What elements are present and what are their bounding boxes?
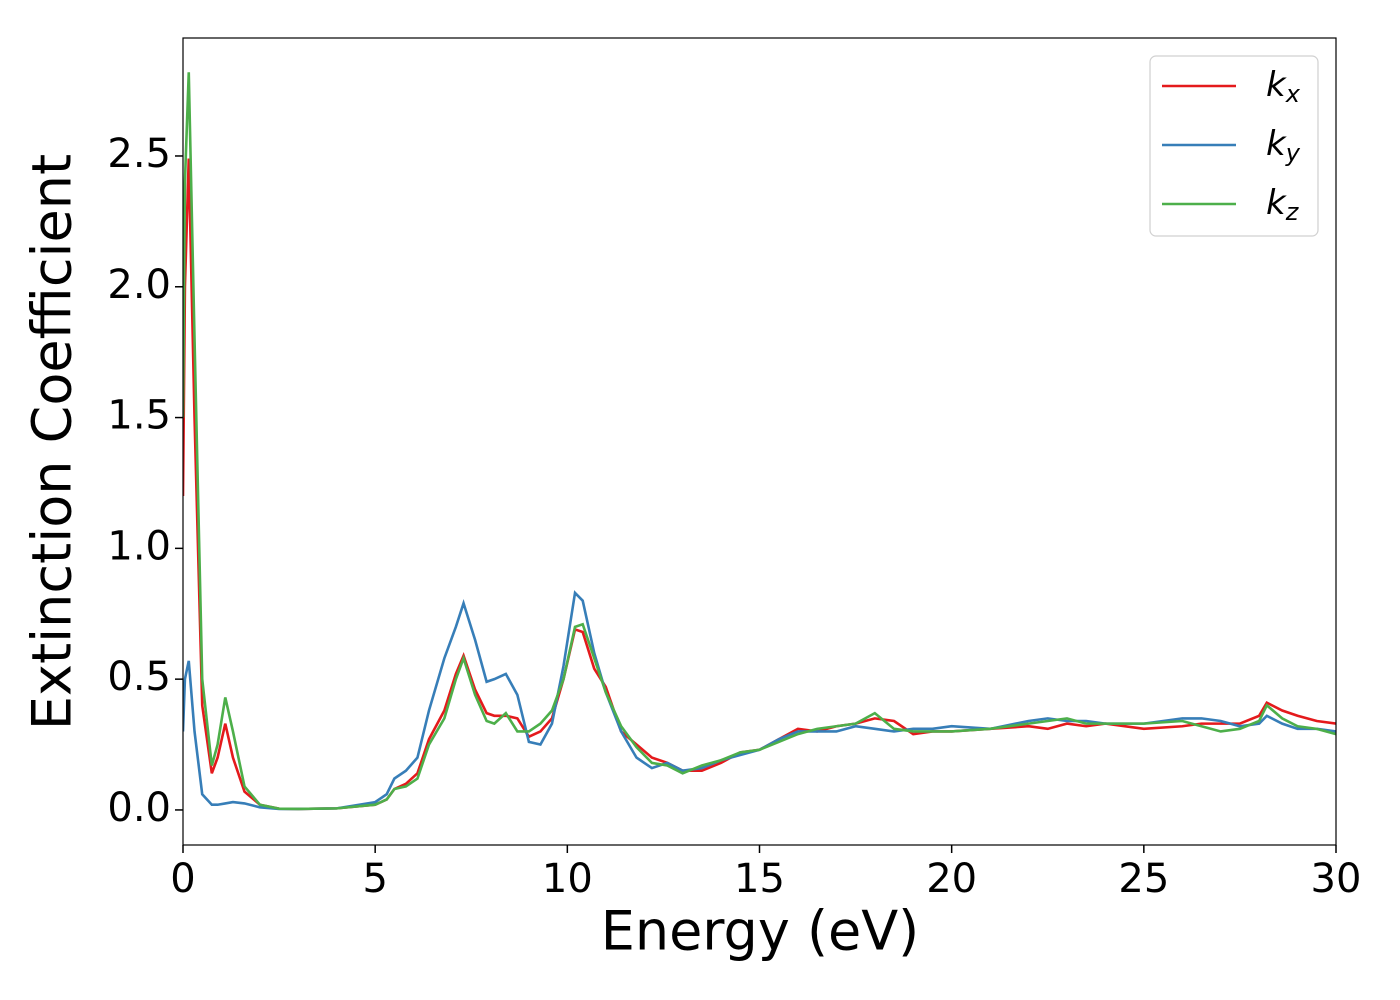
legend-label: kx — [1266, 65, 1301, 109]
x-axis-label: Energy (eV) — [601, 900, 920, 963]
line-series — [183, 158, 1336, 811]
x-tick-label: 10 — [542, 856, 593, 902]
x-tick-label: 20 — [926, 856, 977, 902]
legend-label: ky — [1266, 124, 1301, 168]
y-tick-label: 1.0 — [107, 523, 171, 569]
x-tick-label: 30 — [1311, 856, 1362, 902]
line-series — [183, 72, 1336, 811]
line-series — [183, 590, 1336, 811]
y-tick-label: 1.5 — [107, 393, 171, 439]
y-tick-label: 2.0 — [107, 262, 171, 308]
plot-frame — [182, 37, 1337, 846]
y-axis-label: Extinction Coefficient — [21, 154, 84, 730]
x-tick-label: 15 — [734, 856, 785, 902]
y-tick-label: 2.5 — [107, 131, 171, 177]
x-tick-label: 0 — [170, 856, 195, 902]
x-tick-label: 5 — [362, 856, 387, 902]
x-tick-label: 25 — [1118, 856, 1169, 902]
legend-label: kz — [1266, 183, 1300, 227]
y-tick-label: 0.5 — [107, 654, 171, 700]
y-tick-label: 0.0 — [107, 785, 171, 831]
